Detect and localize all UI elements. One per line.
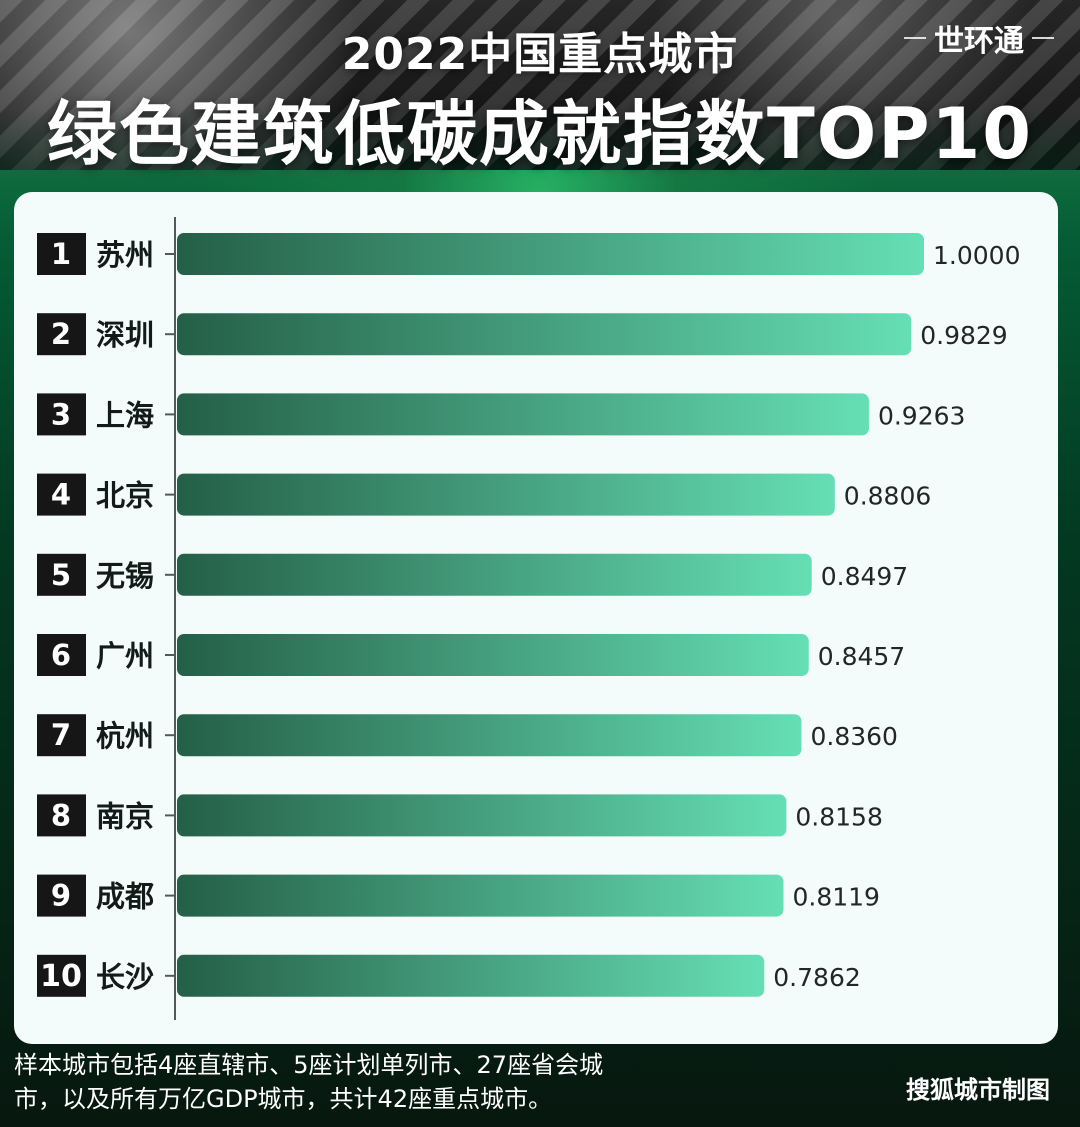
value-bar bbox=[177, 473, 835, 516]
value-label: 0.8360 bbox=[810, 722, 897, 751]
rank-badge bbox=[37, 874, 86, 917]
rank-number: 6 bbox=[51, 638, 71, 672]
city-label: 深圳 bbox=[96, 318, 154, 352]
value-label: 0.8457 bbox=[818, 642, 905, 671]
chart-credit: 搜狐城市制图 bbox=[906, 1076, 1050, 1104]
value-bar bbox=[177, 553, 812, 596]
city-label: 南京 bbox=[96, 799, 154, 833]
rank-badge bbox=[37, 553, 86, 596]
brand-right-line bbox=[1032, 37, 1054, 39]
value-label: 0.7862 bbox=[773, 963, 860, 992]
value-label: 0.8497 bbox=[821, 562, 908, 591]
rank-number: 7 bbox=[51, 718, 71, 752]
city-label: 成都 bbox=[96, 880, 154, 914]
value-bar bbox=[177, 874, 784, 917]
rank-badge bbox=[37, 233, 86, 275]
rank-badge bbox=[37, 634, 86, 676]
sample-note-line-2: 市，以及所有万亿GDP城市，共计42座重点城市。 bbox=[14, 1085, 553, 1113]
value-label: 0.9263 bbox=[878, 401, 965, 430]
value-label: 0.8806 bbox=[844, 482, 931, 511]
city-label: 长沙 bbox=[96, 960, 154, 994]
brand-text: 世环通 bbox=[934, 24, 1024, 59]
rank-number: 2 bbox=[51, 317, 71, 351]
rank-badge bbox=[37, 313, 86, 356]
value-label: 0.8119 bbox=[792, 883, 879, 912]
city-label: 无锡 bbox=[96, 559, 154, 593]
rank-number: 10 bbox=[40, 959, 82, 994]
rank-badge bbox=[37, 393, 86, 436]
sample-note: 样本城市包括4座直辖市、5座计划单列市、27座省会城 市，以及所有万亿GDP城市… bbox=[14, 1048, 704, 1116]
value-bar bbox=[177, 233, 924, 275]
value-label: 0.8158 bbox=[795, 802, 882, 831]
city-label: 上海 bbox=[96, 398, 154, 432]
chart-panel: 1 苏州 1.0000 2 深圳 0.9829 3 上海 0.9263 4 北京 0.8806 5 无锡 0… bbox=[14, 192, 1058, 1044]
rank-number: 9 bbox=[51, 879, 71, 913]
sample-note-line-1: 样本城市包括4座直辖市、5座计划单列市、27座省会城 bbox=[14, 1051, 604, 1079]
header-background bbox=[0, 0, 1080, 196]
rank-number: 8 bbox=[51, 798, 71, 832]
value-bar bbox=[177, 393, 869, 436]
rank-number: 4 bbox=[51, 478, 71, 512]
value-bar bbox=[177, 794, 787, 837]
value-label: 0.9829 bbox=[920, 321, 1007, 350]
value-bar bbox=[177, 714, 802, 757]
rank-number: 1 bbox=[51, 237, 71, 271]
brand-mark: 世环通 bbox=[894, 18, 1064, 59]
city-label: 广州 bbox=[96, 639, 154, 673]
city-label: 苏州 bbox=[96, 238, 154, 272]
rank-badge bbox=[37, 954, 86, 997]
chart-subtitle: 2022中国重点城市 bbox=[341, 29, 739, 80]
value-bar bbox=[177, 954, 765, 997]
rank-badge bbox=[37, 473, 86, 516]
chart-title: 绿色建筑低碳成就指数TOP10 bbox=[47, 93, 1033, 175]
value-bar bbox=[177, 634, 809, 676]
rank-number: 5 bbox=[51, 558, 71, 592]
rank-badge bbox=[37, 714, 86, 757]
city-label: 北京 bbox=[96, 479, 154, 513]
city-label: 杭州 bbox=[96, 719, 154, 753]
horizontal-bar-chart: 1 苏州 1.0000 2 深圳 0.9829 3 上海 0.9263 4 北京 0.8806 5 无锡 0… bbox=[37, 217, 1020, 1020]
rank-badge bbox=[37, 794, 86, 837]
rank-number: 3 bbox=[51, 397, 71, 431]
value-label: 1.0000 bbox=[933, 241, 1020, 270]
brand-left-line bbox=[904, 37, 926, 39]
value-bar bbox=[177, 313, 912, 356]
